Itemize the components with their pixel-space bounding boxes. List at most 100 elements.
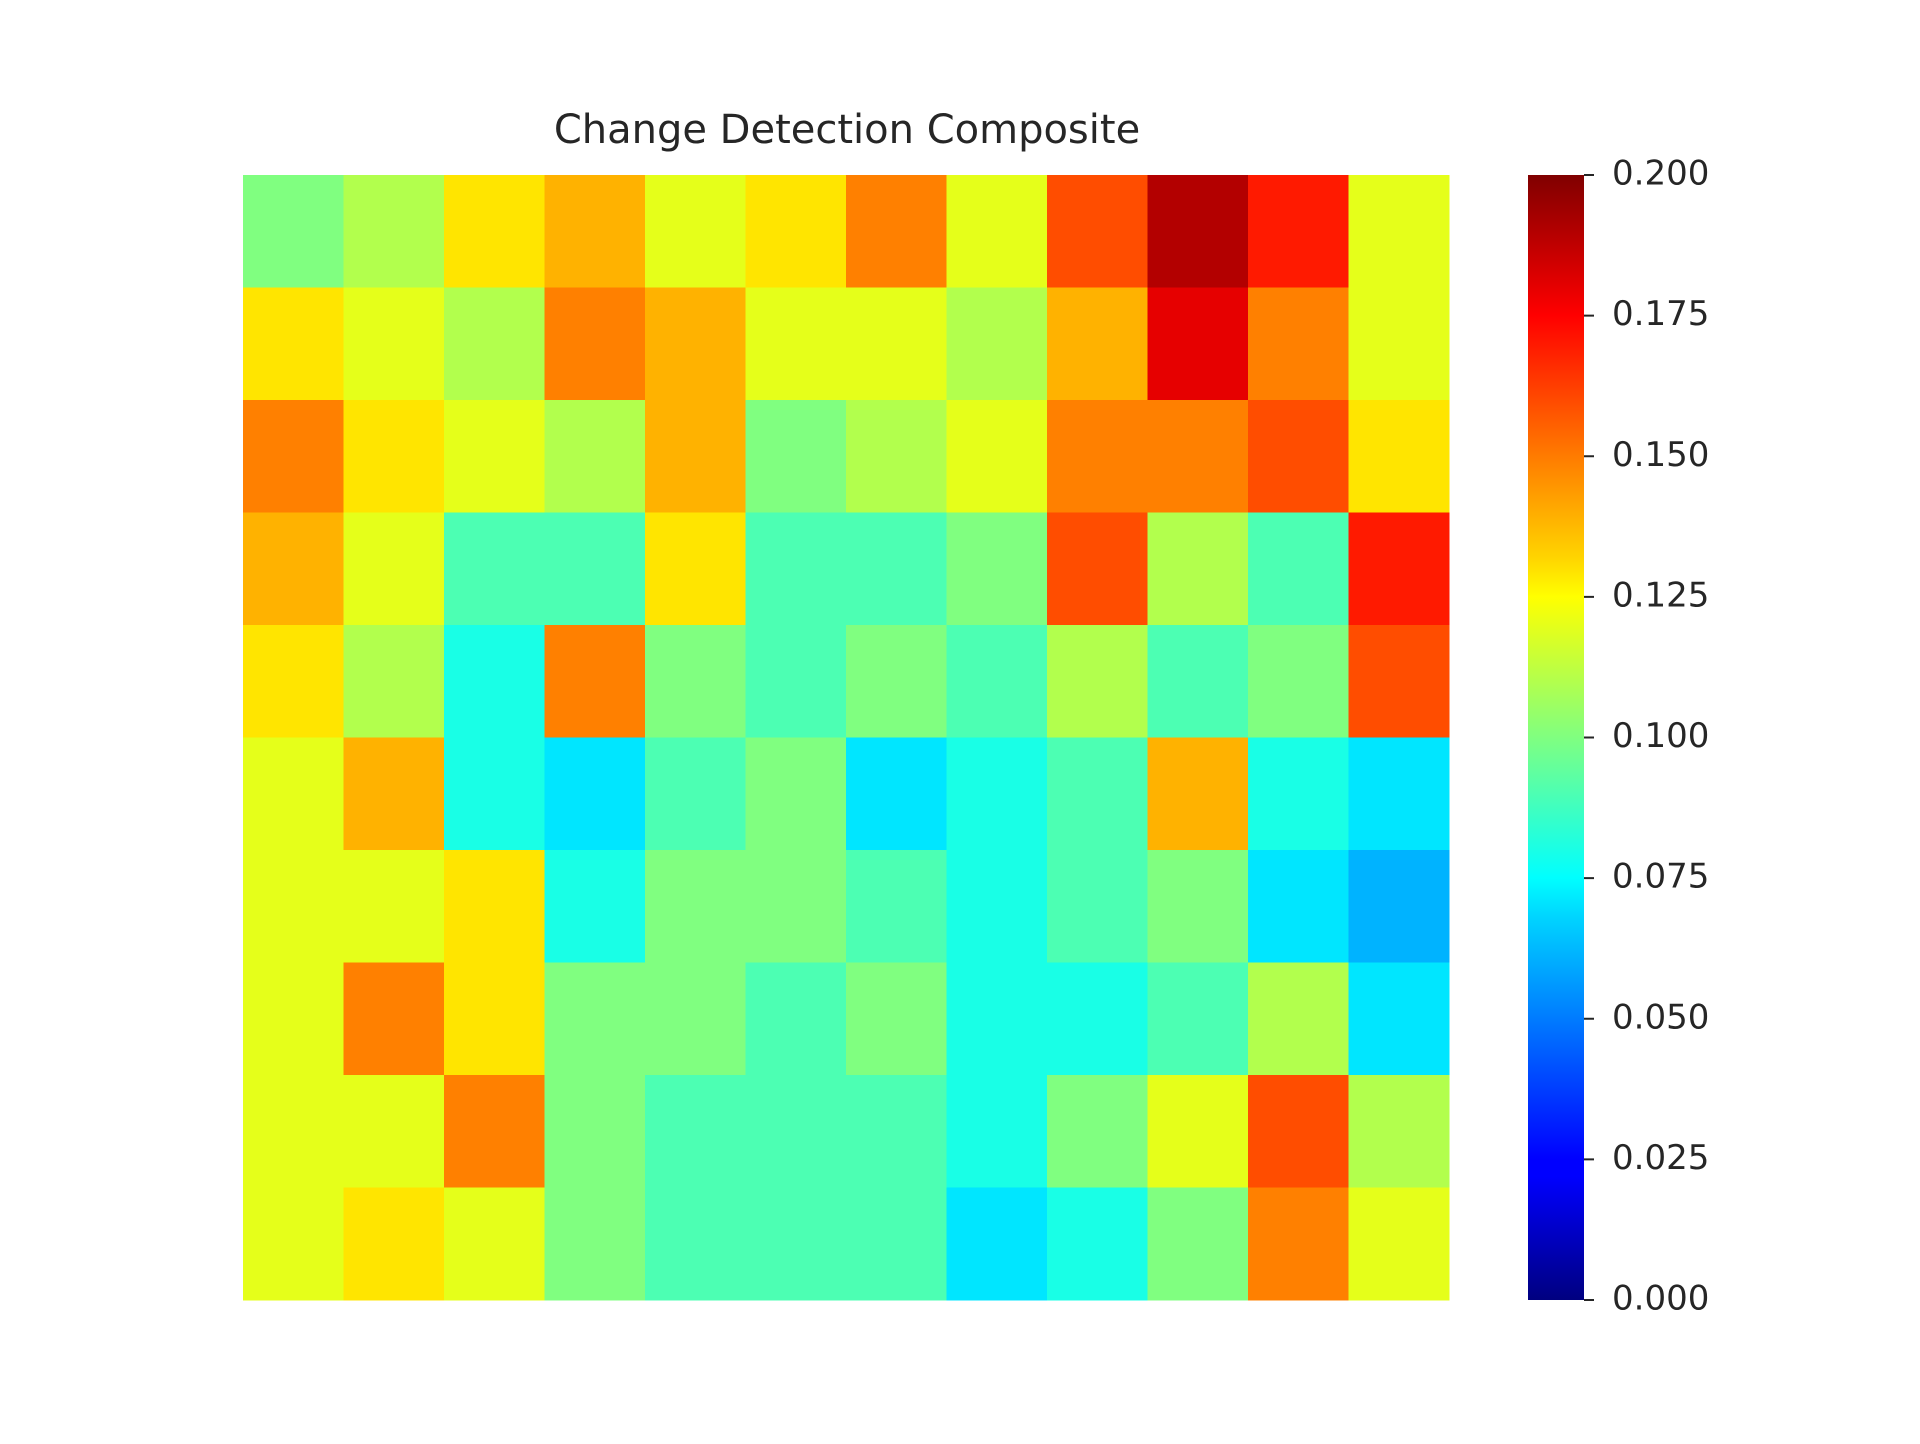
heatmap-cell bbox=[343, 625, 445, 738]
heatmap-cell bbox=[946, 737, 1048, 851]
heatmap-cell bbox=[1047, 962, 1148, 1076]
heatmap-cell bbox=[1047, 512, 1148, 626]
heatmap-cell bbox=[645, 1187, 746, 1301]
heatmap-cell bbox=[846, 1187, 947, 1301]
heatmap-cell bbox=[846, 850, 947, 963]
heatmap-cell bbox=[343, 400, 445, 513]
heatmap-cell bbox=[1348, 287, 1450, 401]
heatmap-cell bbox=[1348, 850, 1450, 963]
heatmap-cell bbox=[1147, 400, 1249, 513]
colorbar-tick-label: 0.125 bbox=[1612, 575, 1709, 615]
heatmap-cell bbox=[745, 287, 847, 401]
heatmap-cell bbox=[544, 287, 646, 401]
heatmap-cell bbox=[1348, 1187, 1450, 1301]
heatmap-cell bbox=[846, 962, 947, 1076]
heatmap-cell bbox=[1348, 962, 1450, 1076]
heatmap-cell bbox=[444, 737, 545, 851]
heatmap-cell bbox=[243, 287, 344, 401]
heatmap-cell bbox=[243, 625, 344, 738]
heatmap-cell bbox=[645, 737, 746, 851]
heatmap-cell bbox=[645, 512, 746, 626]
heatmap-cell bbox=[343, 1075, 445, 1188]
heatmap-cell bbox=[1147, 737, 1249, 851]
heatmap-cell bbox=[745, 175, 847, 288]
heatmap-cell bbox=[1348, 737, 1450, 851]
heatmap-cell bbox=[1348, 400, 1450, 513]
heatmap-cell bbox=[1147, 850, 1249, 963]
heatmap-cell bbox=[1248, 850, 1349, 963]
heatmap-cell bbox=[243, 962, 344, 1076]
heatmap-cell bbox=[946, 1075, 1048, 1188]
colorbar-tick-label: 0.025 bbox=[1612, 1138, 1709, 1178]
heatmap-cell bbox=[645, 962, 746, 1076]
heatmap-cell bbox=[544, 962, 646, 1076]
heatmap-cell bbox=[745, 625, 847, 738]
heatmap-cell bbox=[444, 512, 545, 626]
heatmap-cell bbox=[745, 962, 847, 1076]
heatmap-cell bbox=[544, 175, 646, 288]
colorbar bbox=[1528, 175, 1584, 1300]
heatmap-cell bbox=[243, 737, 344, 851]
heatmap-cell bbox=[1147, 962, 1249, 1076]
heatmap-cell bbox=[243, 400, 344, 513]
heatmap-cell bbox=[544, 625, 646, 738]
heatmap-cell bbox=[846, 1075, 947, 1188]
heatmap-cell bbox=[1248, 175, 1349, 288]
heatmap-cell bbox=[846, 625, 947, 738]
heatmap-cell bbox=[946, 962, 1048, 1076]
colorbar-tick-label: 0.175 bbox=[1612, 294, 1709, 334]
heatmap-cell bbox=[444, 1075, 545, 1188]
heatmap-cell bbox=[846, 400, 947, 513]
heatmap-cell bbox=[745, 1075, 847, 1188]
heatmap-cell bbox=[1047, 737, 1148, 851]
heatmap-cell bbox=[645, 1075, 746, 1188]
heatmap-cell bbox=[343, 512, 445, 626]
heatmap-cell bbox=[1348, 512, 1450, 626]
heatmap-cell bbox=[243, 512, 344, 626]
heatmap-cell bbox=[1147, 625, 1249, 738]
heatmap-cell bbox=[243, 850, 344, 963]
heatmap-cell bbox=[1348, 625, 1450, 738]
colorbar-tick-label: 0.050 bbox=[1612, 997, 1709, 1037]
heatmap-cell bbox=[343, 850, 445, 963]
heatmap-cell bbox=[645, 625, 746, 738]
heatmap-cell bbox=[343, 175, 445, 288]
heatmap-cell bbox=[544, 400, 646, 513]
heatmap-cell bbox=[1348, 1075, 1450, 1188]
heatmap-cell bbox=[846, 512, 947, 626]
heatmap-cell bbox=[946, 287, 1048, 401]
heatmap-cell bbox=[1248, 1187, 1349, 1301]
heatmap-cell bbox=[846, 287, 947, 401]
heatmap-cell bbox=[1248, 625, 1349, 738]
heatmap-cell bbox=[946, 512, 1048, 626]
heatmap-cell bbox=[946, 850, 1048, 963]
heatmap-cell bbox=[1047, 400, 1148, 513]
heatmap-cell bbox=[544, 1187, 646, 1301]
colorbar-tick-label: 0.150 bbox=[1612, 435, 1709, 475]
heatmap-cell bbox=[444, 625, 545, 738]
colorbar-tick-label: 0.200 bbox=[1612, 154, 1709, 194]
heatmap-cell bbox=[1047, 1187, 1148, 1301]
heatmap-cell bbox=[444, 962, 545, 1076]
heatmap-cell bbox=[444, 175, 545, 288]
heatmap-cell bbox=[745, 400, 847, 513]
heatmap-cell bbox=[343, 287, 445, 401]
heatmap-cell bbox=[645, 850, 746, 963]
heatmap-cell bbox=[1147, 287, 1249, 401]
heatmap-cell bbox=[1047, 625, 1148, 738]
colorbar-tick-label: 0.075 bbox=[1612, 857, 1709, 897]
heatmap-cell bbox=[444, 400, 545, 513]
heatmap-cell bbox=[846, 737, 947, 851]
heatmap-cell bbox=[1248, 400, 1349, 513]
heatmap-cell bbox=[544, 1075, 646, 1188]
heatmap-cell bbox=[946, 1187, 1048, 1301]
heatmap-cell bbox=[1147, 512, 1249, 626]
heatmap-cell bbox=[243, 1187, 344, 1301]
heatmap-cell bbox=[1047, 850, 1148, 963]
heatmap-cell bbox=[243, 175, 344, 288]
heatmap-cell bbox=[745, 850, 847, 963]
heatmap-cell bbox=[444, 287, 545, 401]
heatmap-cell bbox=[1147, 175, 1249, 288]
heatmap-cell bbox=[745, 737, 847, 851]
heatmap-cell bbox=[343, 962, 445, 1076]
